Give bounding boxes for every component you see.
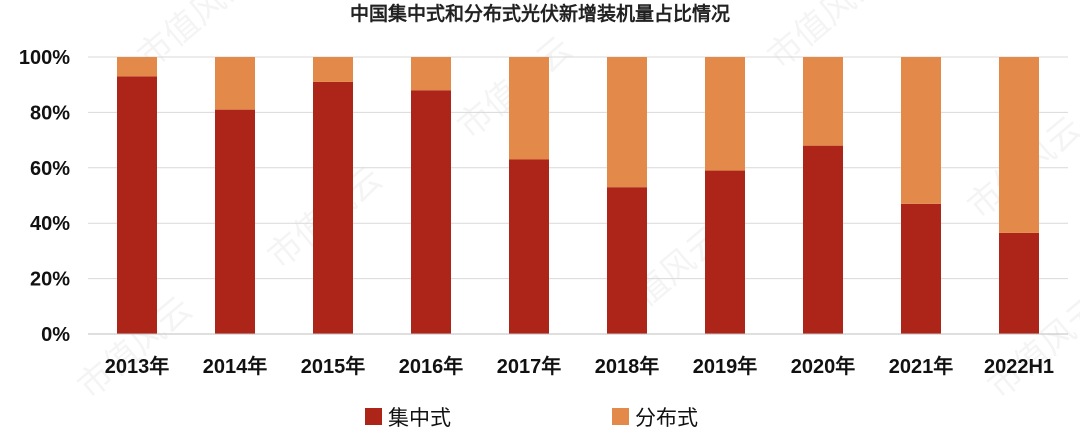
bar-distributed <box>901 57 941 204</box>
y-tick-label: 80% <box>30 102 70 124</box>
x-tick-label: 2021年 <box>889 354 954 378</box>
y-axis-ticks: 0% 20% 40% 60% 80% 100% <box>19 47 70 346</box>
bar-centralized <box>607 187 647 334</box>
bar-centralized <box>901 204 941 334</box>
x-tick-label: 2015年 <box>301 354 366 378</box>
bar-distributed <box>411 57 451 90</box>
bar-centralized <box>999 233 1039 334</box>
x-tick-label: 2016年 <box>399 354 464 378</box>
bar-centralized <box>509 159 549 334</box>
x-tick-label: 2017年 <box>497 354 562 378</box>
x-tick-label: 2019年 <box>693 354 758 378</box>
x-axis-ticks: 2013年 2014年 2015年 2016年 2017年 2018年 2019年 2020年… <box>105 354 1054 378</box>
bar-centralized <box>215 110 255 334</box>
legend-label: 分布式 <box>635 406 698 430</box>
x-tick-label: 2022H1 <box>984 356 1054 378</box>
y-tick-label: 40% <box>30 213 70 235</box>
bar-distributed <box>705 57 745 171</box>
bar-centralized <box>313 82 353 334</box>
x-tick-label: 2020年 <box>791 354 856 378</box>
legend-label: 集中式 <box>388 406 451 430</box>
legend-swatch <box>612 408 629 425</box>
bar-distributed <box>607 57 647 187</box>
bar-centralized <box>803 146 843 334</box>
y-tick-label: 100% <box>19 47 70 69</box>
x-tick-label: 2014年 <box>203 354 268 378</box>
x-tick-label: 2013年 <box>105 354 170 378</box>
bar-distributed <box>803 57 843 146</box>
x-tick-label: 2018年 <box>595 354 660 378</box>
bars <box>117 57 1039 334</box>
bar-centralized <box>705 171 745 334</box>
bar-distributed <box>313 57 353 82</box>
bar-centralized <box>117 76 157 334</box>
legend-swatch <box>365 408 382 425</box>
chart-title: 中国集中式和分布式光伏新增装机量占比情况 <box>350 2 730 25</box>
bar-distributed <box>215 57 255 110</box>
bar-centralized <box>411 90 451 334</box>
legend: 集中式 分布式 <box>365 406 698 430</box>
y-tick-label: 60% <box>30 158 70 180</box>
y-tick-label: 20% <box>30 269 70 291</box>
bar-distributed <box>117 57 157 76</box>
y-tick-label: 0% <box>41 324 70 346</box>
bar-distributed <box>999 57 1039 233</box>
bar-distributed <box>509 57 549 159</box>
